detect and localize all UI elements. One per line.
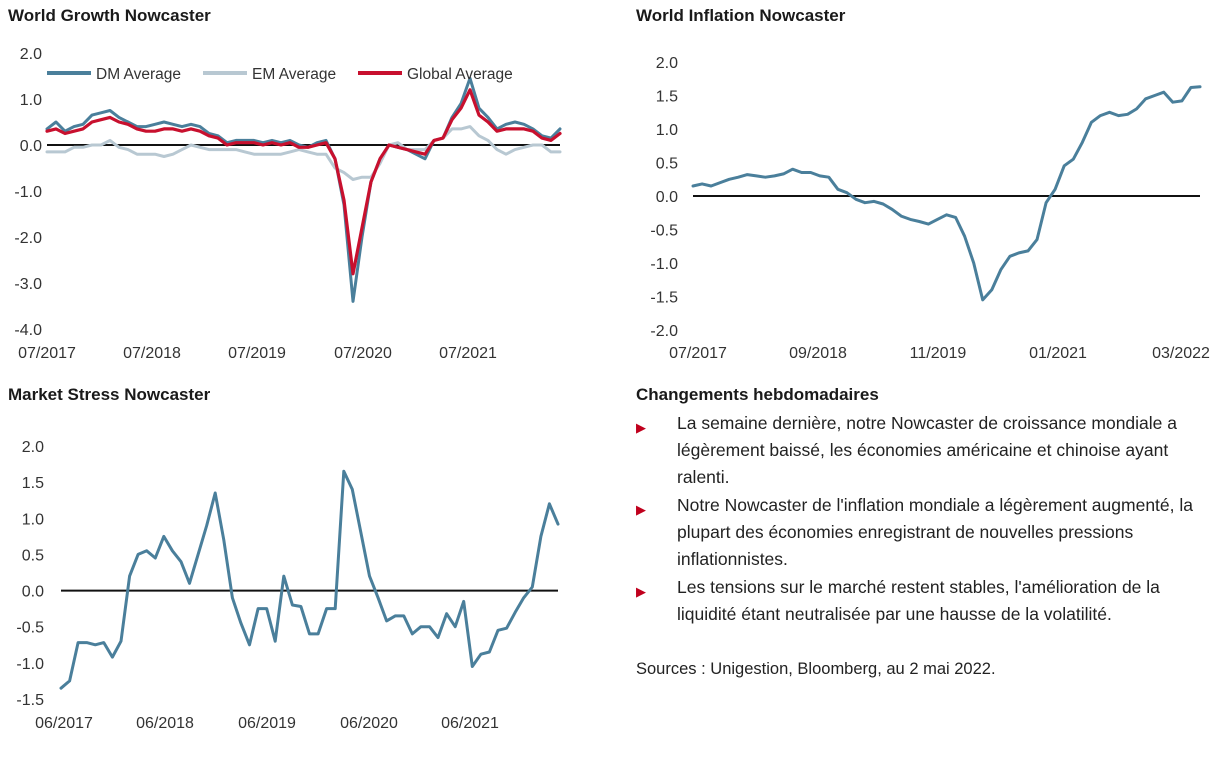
growth-x-tick-label: 07/2019 bbox=[228, 345, 286, 362]
global-average-legend-label: Global Average bbox=[407, 66, 513, 83]
growth-y-tick-label: -1.0 bbox=[14, 184, 42, 201]
weekly-changes-title: Changements hebdomadaires bbox=[636, 385, 879, 404]
growth-x-tick-label: 07/2020 bbox=[334, 345, 392, 362]
bullet-text: Les tensions sur le marché restent stabl… bbox=[677, 577, 1160, 624]
weekly-changes-panel: ▶ La semaine dernière, notre Nowcaster de… bbox=[636, 410, 1218, 628]
growth-y-tick-label: 1.0 bbox=[20, 92, 42, 109]
growth-y-tick-label: -3.0 bbox=[14, 276, 42, 293]
dm-average-legend-label: DM Average bbox=[96, 66, 181, 83]
bullet-item: ▶ Les tensions sur le marché restent stab… bbox=[636, 574, 1218, 628]
weekly-changes-list: ▶ La semaine dernière, notre Nowcaster de… bbox=[636, 410, 1218, 628]
bullet-item: ▶ Notre Nowcaster de l'inflation mondiale… bbox=[636, 492, 1218, 573]
bullet-text: Notre Nowcaster de l'inflation mondiale … bbox=[677, 495, 1193, 569]
em-average-series-line bbox=[45, 125, 562, 181]
bullet-text: La semaine dernière, notre Nowcaster de … bbox=[677, 413, 1177, 487]
global-average-series-line bbox=[45, 88, 562, 276]
bullet-item: ▶ La semaine dernière, notre Nowcaster de… bbox=[636, 410, 1218, 491]
growth-y-tick-label: -2.0 bbox=[14, 230, 42, 247]
sources-note: Sources : Unigestion, Bloomberg, au 2 ma… bbox=[636, 660, 996, 678]
growth-y-tick-label: -4.0 bbox=[14, 322, 42, 339]
inflation-chart-title: World Inflation Nowcaster bbox=[636, 6, 846, 25]
dm-average-series-line bbox=[45, 76, 562, 303]
growth-x-tick-label: 07/2021 bbox=[439, 345, 497, 362]
bullet-marker-icon: ▶ bbox=[636, 584, 646, 599]
growth-x-tick-label: 07/2017 bbox=[18, 345, 76, 362]
growth-x-tick-label: 07/2018 bbox=[123, 345, 181, 362]
stress-chart-title: Market Stress Nowcaster bbox=[8, 385, 211, 404]
bullet-marker-icon: ▶ bbox=[636, 420, 646, 435]
em-average-legend-label: EM Average bbox=[252, 66, 336, 83]
growth-chart-title: World Growth Nowcaster bbox=[8, 6, 211, 25]
bullet-marker-icon: ▶ bbox=[636, 502, 646, 517]
growth-y-tick-label: 0.0 bbox=[20, 138, 42, 155]
growth-y-tick-label: 2.0 bbox=[20, 46, 42, 63]
